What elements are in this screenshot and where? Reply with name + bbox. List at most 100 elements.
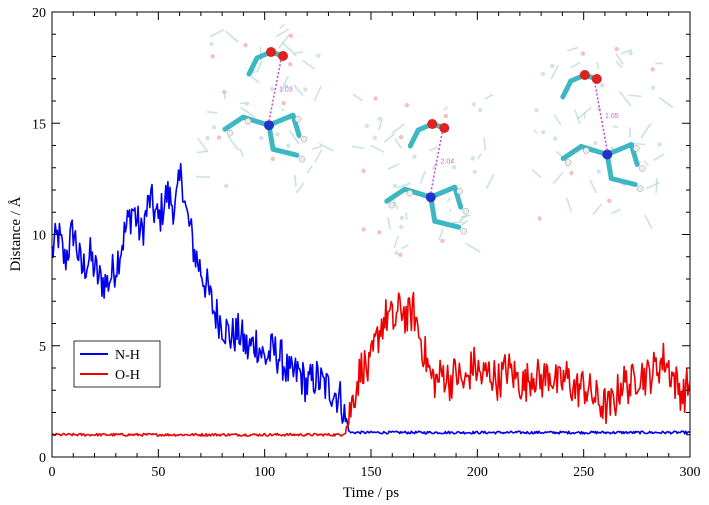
solvent-atom <box>399 215 404 221</box>
legend: N-H O-H <box>73 340 161 388</box>
x-tick-label: 50 <box>151 465 165 480</box>
solvent-atom <box>284 83 289 89</box>
solvent-bond <box>589 179 598 194</box>
solvent-atom <box>361 168 366 174</box>
solvent-bond <box>293 174 297 187</box>
solvent-bond <box>531 169 542 179</box>
solvent-bond <box>293 51 304 55</box>
x-tick-label: 300 <box>680 465 701 480</box>
solvent-atom <box>372 135 378 141</box>
solvent-bond <box>631 142 646 146</box>
snapshot-3: 1.05 <box>531 46 674 230</box>
solvent-bond <box>553 114 562 125</box>
hydrogen-atom <box>406 189 413 197</box>
solvent-bond <box>550 64 559 80</box>
solvent-bond <box>227 135 240 151</box>
snapshot-1: 1.03 <box>195 23 334 194</box>
solvent-bond <box>566 197 573 212</box>
x-axis-label: Time / ps <box>343 485 399 501</box>
solvent-bond <box>644 214 653 230</box>
solvent-bond <box>438 228 444 241</box>
solvent-atom <box>288 62 293 67</box>
solvent-atom <box>377 230 382 235</box>
solvent-atom <box>593 140 598 146</box>
y-axis-label: Distance / Å <box>8 196 24 271</box>
oxygen-atom <box>278 51 288 61</box>
solvent-bond <box>658 96 674 109</box>
solvent-atom <box>394 250 399 255</box>
molecule-bond <box>608 176 638 187</box>
solvent-atom <box>541 129 546 135</box>
solvent-bond <box>224 30 239 43</box>
solvent-atom <box>398 135 404 140</box>
solvent-atom <box>210 54 215 59</box>
solvent-bond <box>370 144 385 153</box>
solvent-atom <box>364 123 370 129</box>
nitrogen-atom <box>425 192 436 203</box>
solvent-bond <box>207 110 218 114</box>
solvent-atom <box>275 132 280 137</box>
solvent-bond <box>394 138 403 149</box>
solvent-atom <box>224 183 229 189</box>
x-tick-label: 200 <box>467 465 488 480</box>
solvent-bond <box>196 137 209 153</box>
oxygen-atom <box>427 119 438 129</box>
solvent-atom <box>472 169 477 175</box>
solvent-bond <box>391 123 405 134</box>
solvent-bond <box>640 122 652 139</box>
solvent-bond <box>566 46 579 52</box>
snapshot-2: 2.04 <box>351 93 495 258</box>
solvent-atom <box>650 85 656 90</box>
hydrogen-atom <box>226 129 234 137</box>
hydrogen-atom <box>460 227 467 235</box>
solvent-bond <box>643 160 650 167</box>
solvent-atom <box>216 135 222 140</box>
solvent-atom <box>657 142 662 147</box>
y-tick-label: 10 <box>32 229 46 244</box>
solvent-bond <box>618 90 632 107</box>
oxygen-atom <box>579 70 590 80</box>
solvent-atom <box>569 170 574 176</box>
solvent-bond <box>280 77 288 92</box>
hydrogen-atom <box>565 159 572 166</box>
solvent-atom <box>258 135 264 141</box>
solvent-bond <box>485 174 495 190</box>
solvent-bond <box>620 49 633 55</box>
hydrogen-bond-dashed <box>594 82 608 151</box>
hydrogen-atom <box>294 115 302 123</box>
solvent-bond <box>209 29 225 38</box>
solvent-bond <box>288 130 300 145</box>
solvent-bond <box>592 203 603 216</box>
solvent-bond <box>428 146 439 152</box>
solvent-bond <box>628 127 632 138</box>
solvent-atom <box>288 33 294 38</box>
oxygen-atom <box>439 123 450 133</box>
solvent-atom <box>286 143 291 148</box>
solvent-bond <box>611 208 621 215</box>
solvent-bond <box>628 94 642 98</box>
solvent-bond <box>570 61 581 69</box>
molecule-bond <box>290 112 302 138</box>
solvent-atom <box>404 102 410 108</box>
solvent-atom <box>373 96 378 101</box>
solvent-bond <box>275 28 290 38</box>
solvent-bond <box>293 84 304 96</box>
y-tick-label: 15 <box>32 117 46 132</box>
solvent-bond <box>552 171 564 185</box>
solvent-bond <box>302 59 316 70</box>
solvent-atom <box>440 238 445 244</box>
series-line-n-h <box>51 162 691 435</box>
solvent-bond <box>387 163 400 170</box>
solvent-atom <box>470 156 475 161</box>
solvent-bond <box>306 165 313 174</box>
molecular-snapshots: 1.03 2.04 1.05 <box>195 23 674 258</box>
solvent-bond <box>281 108 285 112</box>
solvent-bond <box>392 198 399 210</box>
solvent-bond <box>279 23 285 30</box>
molecule-bond <box>560 144 584 161</box>
solvent-atom <box>534 108 539 113</box>
oxygen-atom <box>266 47 276 57</box>
solvent-bond <box>446 196 452 203</box>
solvent-atom <box>537 216 542 221</box>
